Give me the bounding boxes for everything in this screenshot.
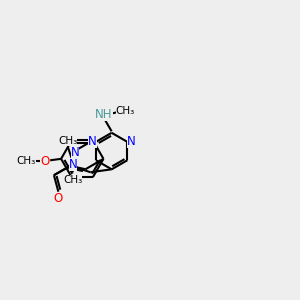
Text: CH₃: CH₃ xyxy=(16,156,36,166)
Text: O: O xyxy=(54,192,63,205)
Text: N: N xyxy=(127,135,135,148)
Text: CH₃: CH₃ xyxy=(58,136,77,146)
Text: CH₃: CH₃ xyxy=(116,106,135,116)
Text: N: N xyxy=(69,158,77,171)
Text: O: O xyxy=(40,155,50,168)
Text: CH₃: CH₃ xyxy=(63,175,82,185)
Text: NH: NH xyxy=(95,108,113,121)
Text: N: N xyxy=(70,146,79,159)
Text: N: N xyxy=(88,135,97,148)
